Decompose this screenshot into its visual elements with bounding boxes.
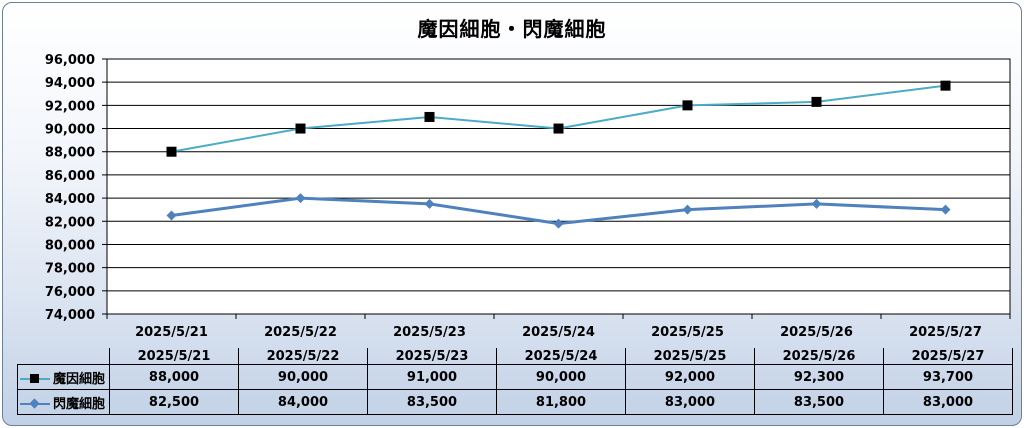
data-table-header-cell: 2025/5/25 bbox=[625, 348, 755, 365]
y-tick-label: 88,000 bbox=[45, 146, 95, 161]
y-tick-label: 92,000 bbox=[45, 99, 95, 114]
data-table-header-cell: 2025/5/23 bbox=[367, 348, 497, 365]
data-point-diamond bbox=[940, 204, 951, 215]
y-tick-label: 86,000 bbox=[45, 169, 95, 184]
y-tick-label: 80,000 bbox=[45, 238, 95, 253]
data-table-cell: 84,000 bbox=[238, 389, 368, 415]
data-point-diamond bbox=[166, 210, 177, 221]
legend-key-square-icon bbox=[20, 373, 50, 385]
data-table-cell: 83,500 bbox=[367, 389, 497, 415]
y-tick-label: 82,000 bbox=[45, 215, 95, 230]
data-point-square bbox=[811, 96, 822, 107]
data-point-square bbox=[424, 111, 435, 122]
data-point-diamond bbox=[811, 198, 822, 209]
chart-title: 魔因細胞・閃魔細胞 bbox=[417, 17, 607, 41]
data-table-row-series-1: 魔因細胞 88,000 90,000 91,000 90,000 92,000 … bbox=[17, 364, 1013, 390]
data-point-square bbox=[682, 100, 693, 111]
legend-key-diamond-icon bbox=[20, 398, 50, 410]
data-table-cell: 91,000 bbox=[367, 364, 497, 390]
x-tick-label: 2025/5/27 bbox=[909, 325, 982, 340]
x-tick-label: 2025/5/24 bbox=[522, 325, 595, 340]
data-table-cell: 90,000 bbox=[496, 364, 626, 390]
data-table-cell: 83,500 bbox=[754, 389, 884, 415]
legend-label: 閃魔細胞 bbox=[53, 396, 106, 412]
data-point-diamond bbox=[424, 198, 435, 209]
y-tick-label: 96,000 bbox=[45, 53, 95, 68]
data-point-square bbox=[295, 123, 306, 134]
data-table-header-cell: 2025/5/27 bbox=[883, 348, 1013, 365]
data-table-cell: 82,500 bbox=[109, 389, 239, 415]
data-table-cell: 90,000 bbox=[238, 364, 368, 390]
x-tick-label: 2025/5/26 bbox=[780, 325, 853, 340]
legend-entry-series-2: 閃魔細胞 bbox=[17, 389, 110, 415]
x-tick-label: 2025/5/21 bbox=[135, 325, 208, 340]
y-tick-label: 84,000 bbox=[45, 192, 95, 207]
y-tick-label: 76,000 bbox=[45, 285, 95, 300]
data-table-cell: 93,700 bbox=[883, 364, 1013, 390]
y-tick-label: 78,000 bbox=[45, 262, 95, 277]
data-table-cell: 81,800 bbox=[496, 389, 626, 415]
x-tick-label: 2025/5/25 bbox=[651, 325, 724, 340]
legend-entry-series-1: 魔因細胞 bbox=[17, 364, 110, 390]
data-table-cell: 88,000 bbox=[109, 364, 239, 390]
data-point-square bbox=[553, 123, 564, 134]
data-table-cell: 92,300 bbox=[754, 364, 884, 390]
data-table-header-cell: 2025/5/24 bbox=[496, 348, 626, 365]
plot-area bbox=[106, 58, 1011, 315]
y-tick-label: 94,000 bbox=[45, 76, 95, 91]
data-point-square bbox=[940, 80, 951, 91]
x-tick-label: 2025/5/22 bbox=[264, 325, 337, 340]
data-table-header-cell: 2025/5/26 bbox=[754, 348, 884, 365]
data-table-row-series-2: 閃魔細胞 82,500 84,000 83,500 81,800 83,000 … bbox=[17, 389, 1013, 415]
x-tick-label: 2025/5/23 bbox=[393, 325, 466, 340]
data-table-header-cell: 2025/5/22 bbox=[238, 348, 368, 365]
data-point-diamond bbox=[295, 193, 306, 204]
data-point-square bbox=[166, 146, 177, 157]
data-table-corner bbox=[17, 348, 110, 365]
data-table-cell: 83,000 bbox=[883, 389, 1013, 415]
y-tick-label: 90,000 bbox=[45, 123, 95, 138]
data-table-cell: 92,000 bbox=[625, 364, 755, 390]
y-tick-label: 74,000 bbox=[45, 308, 95, 323]
legend-label: 魔因細胞 bbox=[53, 371, 106, 387]
data-point-diamond bbox=[553, 218, 564, 229]
chart-plot: 74,000 76,000 78,000 80,000 82,000 84,000 86,0… bbox=[45, 53, 1011, 340]
data-table: 2025/5/21 2025/5/22 2025/5/23 2025/5/24 … bbox=[17, 348, 1013, 415]
data-table-header-row: 2025/5/21 2025/5/22 2025/5/23 2025/5/24 … bbox=[17, 348, 1013, 365]
data-point-diamond bbox=[682, 204, 693, 215]
data-table-header-cell: 2025/5/21 bbox=[109, 348, 239, 365]
data-table-cell: 83,000 bbox=[625, 389, 755, 415]
